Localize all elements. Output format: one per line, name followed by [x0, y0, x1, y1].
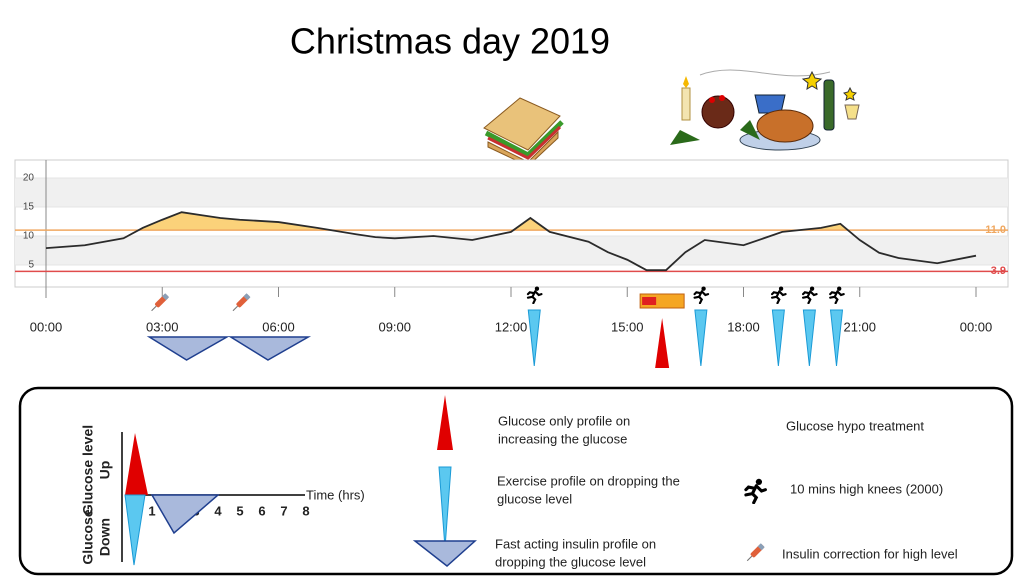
mini-insulin [150, 494, 221, 535]
legend-text: Fast acting insulin profile on [495, 536, 656, 551]
exercise-profile [527, 309, 541, 367]
legend-text: Insulin correction for high level [782, 546, 958, 561]
x-tick-label: 06:00 [262, 319, 295, 334]
exercise-icon [829, 286, 845, 304]
y-tick-label: 5 [28, 260, 34, 271]
exercise-profile [829, 309, 844, 367]
mini-tick-label: 4 [214, 503, 222, 518]
grid-band [15, 177, 1008, 207]
insulin-pen [149, 292, 170, 314]
legend-text: increasing the glucose [498, 431, 627, 446]
mini-tick-label: 8 [302, 503, 309, 518]
insulin-profile [146, 336, 230, 361]
grid-band [15, 235, 1008, 265]
x-tick-label: 18:00 [727, 319, 760, 334]
glucose-profile [655, 318, 670, 368]
axis-text: Up [97, 461, 113, 480]
mini-exercise [124, 494, 146, 566]
mini-tick-label: 1 [148, 503, 155, 518]
legend-text: glucose level [497, 491, 572, 506]
mini-glucose [125, 433, 148, 495]
legend-text: 10 mins high knees (2000) [790, 481, 943, 496]
legend-text: Exercise profile on dropping the [497, 473, 680, 488]
mini-tick-label: 5 [236, 503, 243, 518]
exercise-icon [526, 286, 543, 304]
threshold-label: 3.9 [991, 265, 1006, 277]
high-area [138, 212, 848, 231]
x-tick-label: 09:00 [378, 319, 411, 334]
exercise-icon [693, 286, 710, 304]
legend-insulin [412, 540, 477, 567]
x-tick-label: 00:00 [30, 319, 63, 334]
exercise-profile [694, 309, 708, 367]
x-tick-label: 00:00 [960, 319, 993, 334]
sandwich-picture [483, 97, 564, 167]
exercise-icon [801, 286, 818, 304]
x-tick-label: 03:00 [146, 319, 179, 334]
exercise-profile [771, 309, 785, 367]
y-tick-label: 20 [23, 173, 35, 184]
y-tick-label: 15 [23, 202, 35, 213]
legend-text: Glucose hypo treatment [786, 418, 924, 433]
legend-exercise [438, 466, 452, 549]
dinner-picture [670, 69, 860, 151]
chart-title: Christmas day 2019 [290, 21, 610, 62]
insulin-profile [228, 336, 312, 361]
legend-panel [18, 386, 1014, 576]
x-tick-label: 21:00 [843, 319, 876, 334]
threshold-label: 11.0 [985, 224, 1006, 236]
mini-tick-label: 6 [258, 503, 265, 518]
legend-text: Glucose only profile on [498, 413, 630, 428]
legend-text: dropping the glucose level [495, 554, 646, 569]
axis-text: Glucose [80, 509, 96, 564]
x-tick-label: 15:00 [611, 319, 644, 334]
legend-glucose [437, 395, 453, 450]
exercise-profile [802, 309, 816, 367]
mini-axis-label: Time (hrs) [306, 487, 365, 502]
exercise-icon [770, 286, 787, 304]
x-tick-label: 12:00 [495, 319, 528, 334]
mini-tick-label: 7 [280, 503, 287, 518]
glucose-tablet-label [642, 297, 657, 305]
y-tick-label: 10 [23, 231, 35, 242]
insulin-pen [230, 292, 252, 314]
glucose-line [45, 211, 977, 272]
axis-text: Glucose level [80, 425, 96, 515]
axis-text: Down [97, 518, 113, 556]
